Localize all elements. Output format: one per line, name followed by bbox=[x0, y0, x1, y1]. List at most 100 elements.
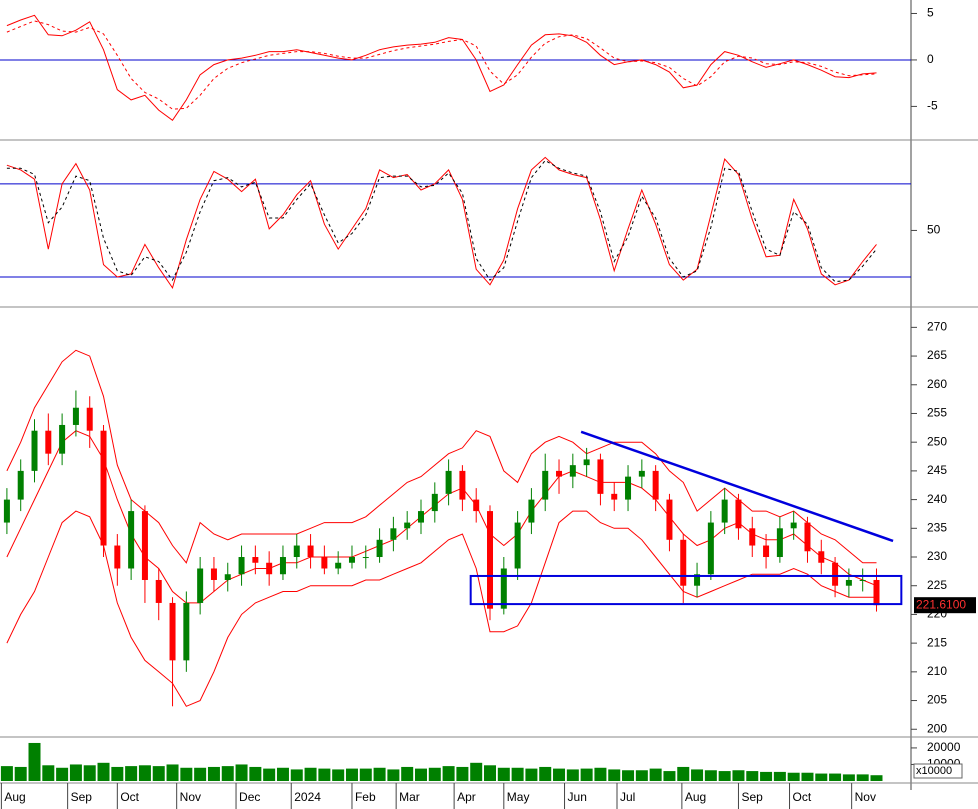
x-tick-label: Dec bbox=[239, 790, 260, 804]
support-box bbox=[469, 574, 903, 606]
volume-bar bbox=[194, 767, 207, 781]
volume-bar bbox=[359, 768, 372, 781]
volume-bar bbox=[525, 768, 538, 781]
candle-body bbox=[611, 493, 618, 500]
x-tick-label: Jul bbox=[620, 790, 635, 804]
candle-body bbox=[59, 424, 66, 454]
y-tick-label: 255 bbox=[927, 406, 947, 420]
candle-body bbox=[818, 551, 825, 563]
candle-body bbox=[431, 493, 438, 512]
indicator-line bbox=[6, 156, 877, 290]
y-tick-label: 20000 bbox=[927, 740, 961, 754]
x-tick-label: Nov bbox=[855, 790, 876, 804]
candle-body bbox=[72, 407, 79, 425]
y-tick-label: 215 bbox=[927, 635, 947, 649]
volume-bar bbox=[470, 762, 483, 781]
candle-body bbox=[224, 574, 231, 580]
candle-body bbox=[735, 499, 742, 529]
y-tick-label: 260 bbox=[927, 377, 947, 391]
candle-body bbox=[652, 470, 659, 500]
volume-bar bbox=[138, 765, 151, 781]
x-tick-label: Aug bbox=[4, 790, 25, 804]
volume-bar bbox=[401, 766, 414, 781]
volume-bar bbox=[608, 769, 621, 781]
volume-bar bbox=[580, 768, 593, 781]
candle-body bbox=[417, 511, 424, 523]
x-tick-label: Aug bbox=[685, 790, 706, 804]
candle-body bbox=[749, 528, 756, 546]
volume-bar bbox=[221, 766, 234, 781]
y-tick-label: 235 bbox=[927, 520, 947, 534]
candle-body bbox=[252, 557, 259, 563]
volume-bar bbox=[152, 766, 165, 781]
x-tick-label: Oct bbox=[793, 790, 812, 804]
bollinger-band bbox=[6, 510, 877, 707]
candle-body bbox=[873, 579, 880, 606]
candle-body bbox=[859, 579, 866, 581]
trend-line bbox=[580, 430, 894, 543]
y-tick-label: -5 bbox=[927, 99, 938, 113]
volume-bar bbox=[207, 766, 220, 781]
volume-bar bbox=[83, 765, 96, 781]
volume-bar bbox=[318, 768, 331, 781]
volume-bar bbox=[732, 770, 745, 781]
volume-bar bbox=[69, 764, 82, 781]
volume-bar bbox=[773, 771, 786, 781]
y-tick-label: 230 bbox=[927, 549, 947, 563]
candle-body bbox=[763, 545, 770, 558]
y-tick-label: 265 bbox=[927, 348, 947, 362]
x-tick-label: Nov bbox=[180, 790, 201, 804]
candle-body bbox=[114, 545, 121, 569]
candle-body bbox=[169, 602, 176, 661]
volume-bar bbox=[0, 766, 13, 781]
y-tick-label: 50 bbox=[927, 223, 941, 237]
candle-body bbox=[17, 470, 24, 500]
volume-bar bbox=[345, 768, 358, 781]
candle-body bbox=[376, 539, 383, 558]
candle-body bbox=[307, 545, 314, 558]
candle-body bbox=[776, 528, 783, 558]
volume-bar bbox=[387, 769, 400, 781]
candle-body bbox=[569, 465, 576, 477]
y-tick-label: 210 bbox=[927, 664, 947, 678]
candle-body bbox=[556, 470, 563, 477]
candle-body bbox=[210, 568, 217, 580]
volume-bar bbox=[497, 767, 510, 781]
volume-bar bbox=[539, 766, 552, 781]
last-price-label: 221.6100 bbox=[916, 597, 966, 611]
candle-body bbox=[335, 562, 342, 569]
scale-label: x10000 bbox=[916, 765, 952, 777]
indicator-line bbox=[6, 159, 877, 283]
volume-bar bbox=[511, 767, 524, 781]
y-tick-label: 240 bbox=[927, 492, 947, 506]
volume-bar bbox=[649, 768, 662, 781]
volume-bar bbox=[428, 767, 441, 781]
volume-bar bbox=[787, 772, 800, 781]
y-tick-label: 5 bbox=[927, 6, 934, 20]
bollinger-band bbox=[6, 430, 877, 604]
candle-body bbox=[542, 470, 549, 500]
volume-bar bbox=[746, 771, 759, 781]
x-tick-label: Sep bbox=[71, 790, 93, 804]
volume-bar bbox=[111, 766, 124, 781]
volume-bar bbox=[14, 766, 27, 781]
scale-bg bbox=[913, 763, 963, 779]
volume-bar bbox=[414, 768, 427, 781]
volume-bar bbox=[801, 772, 814, 781]
volume-bar bbox=[304, 767, 317, 781]
candle-body bbox=[390, 528, 397, 540]
volume-bar bbox=[42, 765, 55, 781]
volume-bar bbox=[249, 766, 262, 781]
x-tick-label: Oct bbox=[120, 790, 139, 804]
y-tick-label: 0 bbox=[927, 52, 934, 66]
x-tick-label: May bbox=[507, 790, 530, 804]
candle-body bbox=[100, 430, 107, 546]
candle-body bbox=[128, 511, 135, 569]
candle-body bbox=[279, 557, 286, 575]
candle-body bbox=[459, 470, 466, 500]
candle-body bbox=[514, 522, 521, 569]
volume-bar bbox=[28, 742, 41, 781]
volume-bar bbox=[870, 775, 883, 781]
volume-bar bbox=[566, 769, 579, 781]
volume-bar bbox=[704, 770, 717, 781]
